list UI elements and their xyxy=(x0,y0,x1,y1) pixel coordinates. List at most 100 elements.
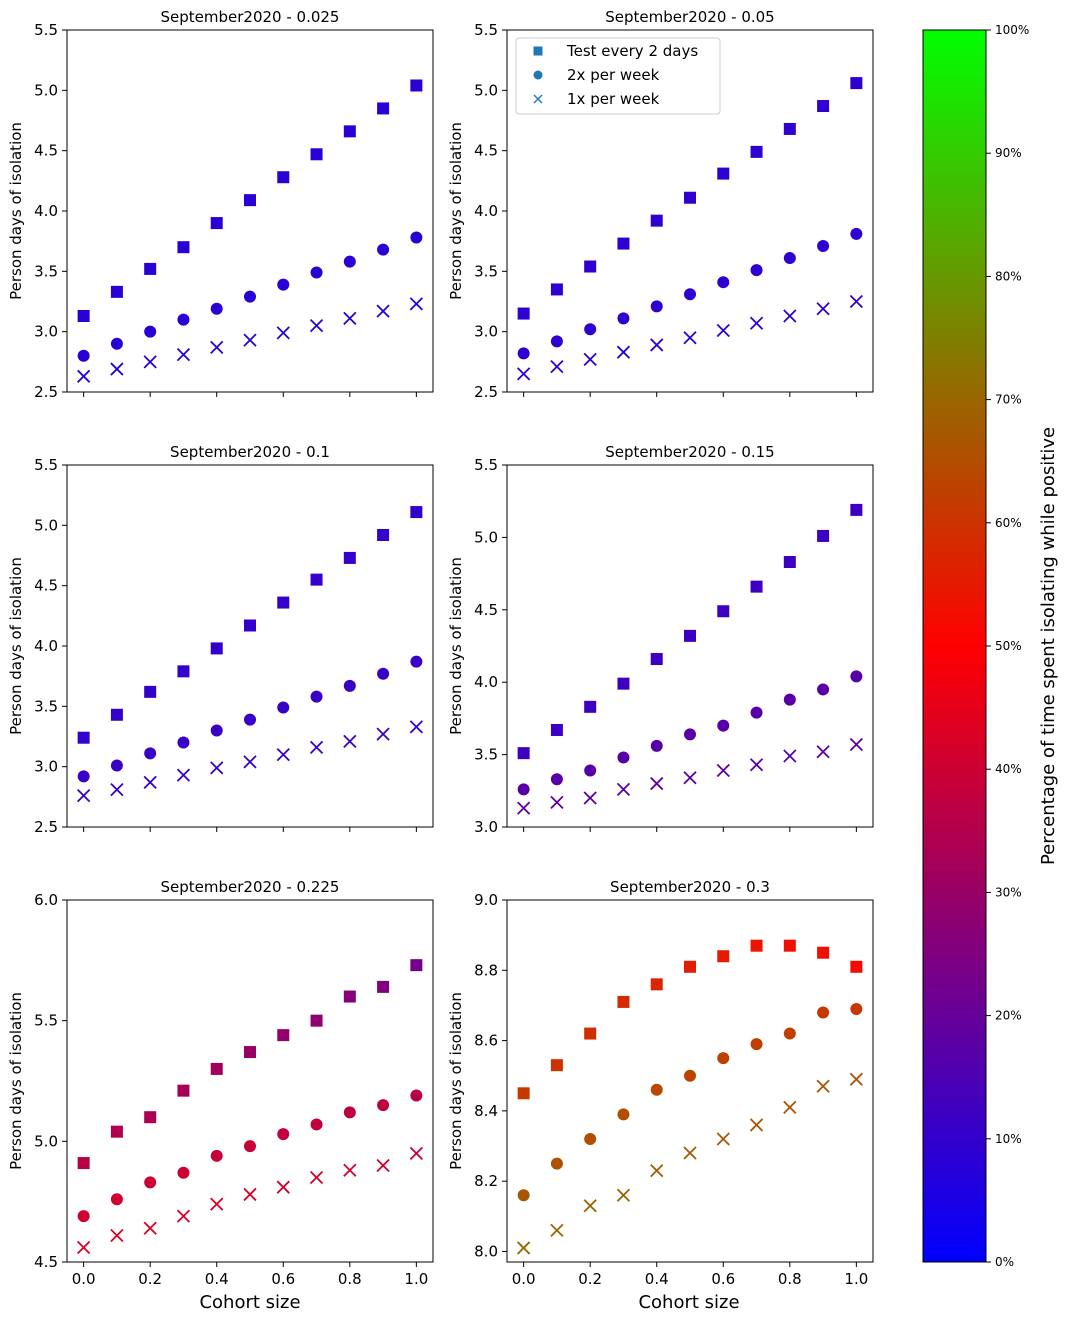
data-point-x xyxy=(77,788,91,803)
x-tick-label: 1.0 xyxy=(404,1270,428,1288)
subplot-5: September2020 - 0.225 4.5 5.0 5.5 6.0 0.0 0.2 0… xyxy=(7,878,434,1288)
series-square xyxy=(517,77,863,320)
data-point-square xyxy=(144,1111,157,1124)
series-square xyxy=(77,79,423,322)
data-point-x xyxy=(550,1223,564,1238)
data-point-x xyxy=(210,1197,224,1211)
data-point-square xyxy=(177,241,190,254)
y-tick-label: 4.5 xyxy=(34,142,58,160)
data-point-square xyxy=(210,642,223,655)
data-point-circle xyxy=(850,227,863,240)
x-tick-label: 0.4 xyxy=(205,1270,229,1288)
axes-frame xyxy=(66,464,434,828)
data-point-x xyxy=(816,302,830,316)
colorbar-label: Percentage of time spent isolating while… xyxy=(1038,427,1059,865)
data-point-square xyxy=(77,309,90,322)
data-point-circle xyxy=(617,1108,630,1121)
x-tick-label: 0.8 xyxy=(778,1270,802,1288)
data-point-x xyxy=(716,1132,730,1146)
y-tick-label: 8.8 xyxy=(474,961,498,979)
colorbar-tick-label: 20% xyxy=(995,1009,1022,1023)
data-point-square xyxy=(244,194,256,207)
data-point-x xyxy=(616,345,631,359)
series-circle xyxy=(77,655,423,783)
series-x xyxy=(516,1072,864,1255)
colorbar-tick-label: 90% xyxy=(995,146,1022,160)
y-tick-label: 3.0 xyxy=(474,323,498,341)
data-point-square xyxy=(850,960,863,973)
data-point-square xyxy=(410,506,423,519)
data-point-square xyxy=(277,1029,290,1042)
data-point-square xyxy=(110,708,123,721)
data-point-x xyxy=(516,1241,531,1255)
colorbar-tick-label: 10% xyxy=(995,1132,1022,1146)
data-point-circle xyxy=(684,288,696,301)
data-point-x xyxy=(110,782,124,797)
data-point-square xyxy=(850,77,863,90)
data-point-square xyxy=(77,1157,90,1170)
data-point-circle xyxy=(550,773,563,786)
data-point-x xyxy=(616,782,631,796)
data-point-x xyxy=(783,309,797,323)
data-point-square xyxy=(684,191,696,204)
data-point-circle xyxy=(144,325,157,338)
data-point-x xyxy=(716,323,730,338)
y-tick-label: 3.0 xyxy=(34,758,58,776)
data-point-circle xyxy=(550,1157,563,1170)
data-point-x xyxy=(550,795,564,810)
series-x xyxy=(516,737,864,815)
data-point-x xyxy=(749,1118,764,1132)
data-point-circle xyxy=(177,1166,190,1179)
axes-frame xyxy=(66,29,434,393)
data-point-circle xyxy=(550,335,563,348)
y-tick-label: 5.5 xyxy=(34,1012,58,1030)
y-tick-label: 8.4 xyxy=(474,1102,498,1120)
subplot-1: September2020 - 0.025 2.5 3.0 3.5 4.0 4.5 5.0 5… xyxy=(7,8,434,401)
data-point-square xyxy=(684,960,696,973)
data-point-square xyxy=(77,731,90,744)
data-point-circle xyxy=(343,679,356,692)
data-point-x xyxy=(783,749,797,763)
data-point-circle xyxy=(517,783,530,796)
x-tick-label: 0.2 xyxy=(138,1270,162,1288)
series-circle xyxy=(517,670,863,796)
data-point-x xyxy=(243,333,257,347)
data-point-square xyxy=(377,980,390,993)
data-point-x xyxy=(650,776,664,791)
y-tick-label: 3.5 xyxy=(34,697,58,715)
y-axis-label: Person days of isolation xyxy=(7,557,25,735)
data-point-circle xyxy=(850,1002,863,1015)
data-point-circle xyxy=(783,252,796,265)
y-tick-label: 5.0 xyxy=(474,528,498,546)
data-point-x xyxy=(309,740,324,754)
data-point-x xyxy=(550,360,564,374)
y-tick-label: 2.5 xyxy=(34,383,58,401)
colorbar-frame xyxy=(922,29,987,1263)
data-point-square xyxy=(817,946,830,959)
colorbar-tick-label: 50% xyxy=(995,639,1022,653)
y-tick-label: 6.0 xyxy=(34,891,58,909)
data-point-square xyxy=(717,950,730,963)
data-point-circle xyxy=(517,1189,530,1202)
x-tick-label: 0.0 xyxy=(72,1270,96,1288)
data-point-circle xyxy=(684,728,696,741)
data-point-circle xyxy=(584,1132,597,1145)
series-circle xyxy=(517,227,863,360)
y-tick-label: 4.0 xyxy=(34,637,58,655)
data-point-circle xyxy=(650,300,663,313)
data-point-x xyxy=(816,1079,830,1093)
data-point-circle xyxy=(244,290,256,303)
data-point-x xyxy=(849,737,864,752)
data-point-x xyxy=(376,727,390,741)
series-square xyxy=(517,939,863,1100)
data-point-x xyxy=(243,755,257,769)
data-point-square xyxy=(617,677,630,690)
data-point-x xyxy=(110,362,124,376)
data-point-circle xyxy=(584,323,597,336)
series-square xyxy=(77,506,423,744)
colorbar-tick-label: 60% xyxy=(995,516,1022,530)
colorbar: 0% 10% 20% 30% 40% 50% 60% 70% 80% 90% 100% Percen… xyxy=(922,23,1059,1269)
data-point-x xyxy=(716,763,730,778)
x-tick-label: 0.6 xyxy=(271,1270,295,1288)
